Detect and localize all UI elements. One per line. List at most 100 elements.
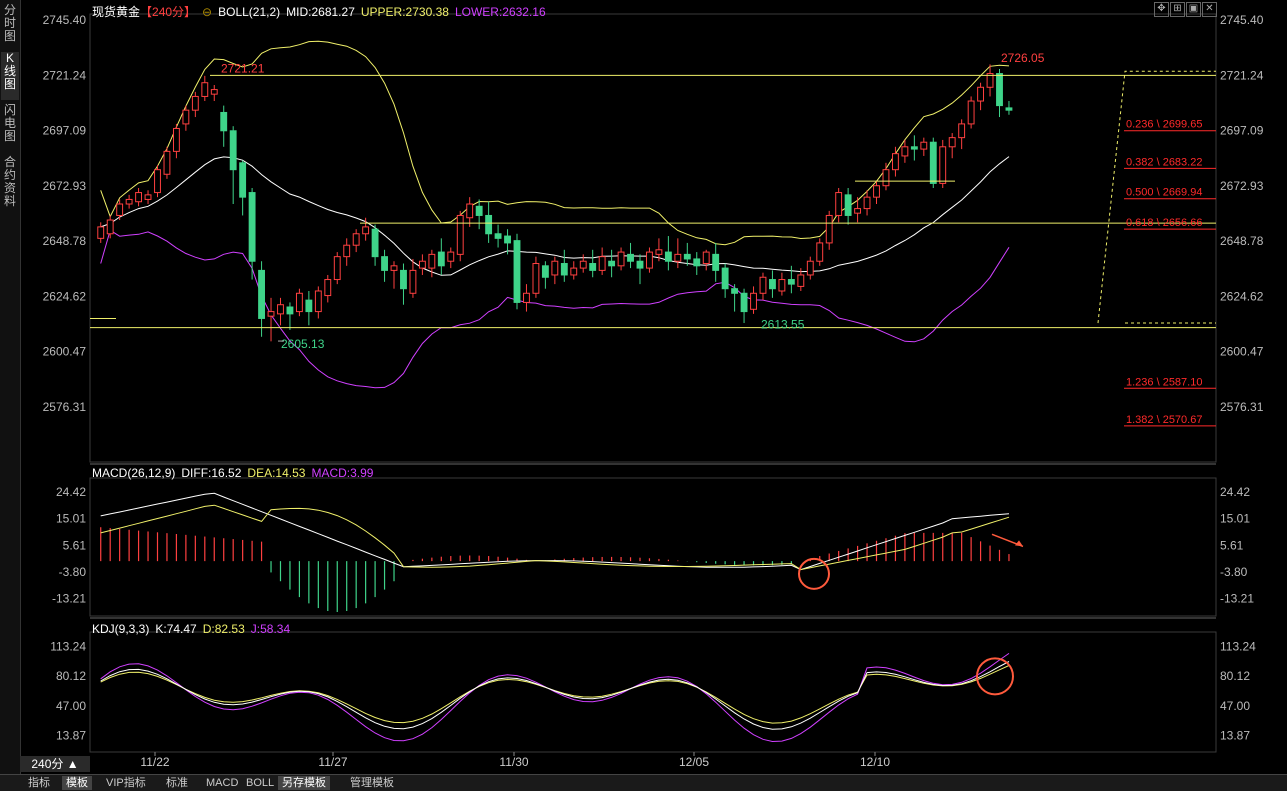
candle-down	[248, 192, 256, 262]
candle-up	[570, 267, 578, 276]
candle-up	[882, 169, 890, 187]
candle-up	[948, 137, 956, 148]
chart-area[interactable]: 2745.40 2745.40 2721.24 2721.24 2697.09 2697.…	[20, 0, 1287, 774]
date-label: 12/10	[860, 755, 890, 769]
candle-up	[891, 153, 899, 171]
kdj-tick-label-right: 13.87	[1220, 729, 1250, 743]
candle-down	[721, 267, 729, 290]
candle-up	[816, 242, 824, 262]
candle-up	[825, 214, 833, 244]
macd-diff: DIFF:16.52	[181, 466, 242, 480]
candle-up	[182, 109, 190, 125]
period-selector[interactable]: 240分 ▲	[20, 756, 90, 772]
kdj-k: K:74.47	[155, 622, 197, 636]
price-tick-label: 2624.62	[43, 289, 87, 303]
bottom-tab-boll[interactable]: BOLL	[246, 777, 275, 789]
macd-tick-label: 5.61	[63, 538, 87, 552]
candle-up	[418, 260, 426, 269]
bottom-tab-save-template[interactable]: 另存模板	[278, 776, 330, 790]
candle-up	[172, 127, 180, 152]
kdj-k-line	[100, 661, 1010, 730]
bottom-tab-vip[interactable]: VIP指标	[106, 777, 146, 789]
candle-down	[664, 251, 672, 262]
trend-arrow-head	[1015, 540, 1023, 547]
candle-down	[560, 263, 568, 276]
candle-down	[589, 263, 597, 271]
date-label: 11/22	[140, 755, 169, 769]
candle-down	[475, 205, 483, 216]
candle-up	[447, 251, 455, 262]
close-icon[interactable]: ✕	[1202, 2, 1217, 17]
candle-up	[324, 279, 332, 297]
bottom-tab-template[interactable]: 模板	[62, 776, 92, 790]
candle-up	[343, 244, 351, 258]
candle-down	[258, 269, 265, 319]
macd-tick-label: 24.42	[56, 485, 86, 499]
candle-down	[494, 233, 502, 239]
price-tick-label-right: 2624.62	[1220, 289, 1264, 303]
candle-down	[844, 194, 852, 216]
price-chart-svg[interactable]: 2745.40 2745.40 2721.24 2721.24 2697.09 2697.…	[20, 0, 1287, 774]
bottom-tab-macd[interactable]: MACD	[206, 777, 239, 789]
bottom-tab-indicator[interactable]: 指标	[28, 777, 50, 789]
kdj-name: KDJ(9,3,3)	[92, 622, 150, 636]
candle-up	[986, 73, 994, 88]
candle-up	[759, 276, 767, 294]
price-tick-label-right: 2745.40	[1220, 13, 1264, 27]
candle-down	[910, 146, 918, 150]
candle-down	[541, 265, 549, 278]
indicator-name: BOLL(21,2)	[218, 5, 281, 19]
candle-down	[400, 269, 407, 290]
restore-icon[interactable]: ▣	[1186, 2, 1201, 17]
grid-icon[interactable]: ⊞	[1170, 2, 1185, 17]
candle-down	[239, 162, 247, 198]
bottom-tab-standard[interactable]: 标准	[166, 777, 188, 789]
high-marker-2726: 2726.05	[1001, 51, 1045, 65]
candle-up	[797, 274, 805, 287]
kdj-d-line	[100, 665, 1010, 724]
candle-up	[428, 253, 436, 269]
price-tick-label-right: 2697.09	[1220, 124, 1264, 138]
candle-up	[456, 214, 464, 255]
candle-down	[731, 288, 739, 294]
macd-tick-label-right: 5.61	[1220, 538, 1244, 552]
candle-down	[996, 73, 1003, 107]
candle-up	[409, 269, 417, 294]
candle-up	[958, 123, 966, 139]
macd-tick-label-right: -3.80	[1220, 565, 1248, 579]
candle-up	[854, 208, 862, 214]
kdj-tick-label: 80.12	[56, 669, 86, 683]
candle-up	[125, 198, 133, 205]
tab-timeshare[interactable]: 分时图	[3, 3, 16, 43]
candle-up	[939, 146, 947, 184]
candle-up	[655, 249, 663, 255]
boll-mid-value: MID:2681.27	[286, 5, 355, 19]
bottom-toolbar: 指标 模板 VIP指标 标准 MACD BOLL 另存模板 管理模板	[0, 774, 1287, 791]
settings-icon[interactable]: ⊖	[202, 5, 213, 19]
candle-up	[977, 86, 985, 102]
kdj-tick-label-right: 47.00	[1220, 699, 1250, 713]
candle-up	[646, 251, 653, 269]
price-tick-label: 2576.31	[43, 400, 87, 414]
date-label: 12/05	[679, 755, 709, 769]
tab-kline[interactable]: K线图	[1, 52, 19, 100]
price-tick-label: 2672.93	[43, 179, 87, 193]
boll-lower-value: LOWER:2632.16	[454, 5, 546, 19]
tab-contract-info[interactable]: 合约资料	[3, 155, 16, 208]
fib-level-label: 1.382 \ 2570.67	[1126, 414, 1202, 426]
candle-down	[693, 258, 701, 267]
kdj-j: J:58.34	[250, 622, 291, 636]
candle-up	[523, 292, 530, 303]
price-tick-label-right: 2648.78	[1220, 234, 1264, 248]
kdj-tick-label-right: 80.12	[1220, 669, 1250, 683]
candle-up	[532, 263, 540, 294]
date-label: 11/27	[318, 755, 347, 769]
candle-down	[787, 279, 795, 285]
candle-up	[598, 256, 606, 271]
tab-lightning[interactable]: 闪电图	[3, 103, 16, 143]
candle-down	[929, 141, 937, 184]
bottom-tab-manage-template[interactable]: 管理模板	[350, 777, 394, 789]
fullscreen-icon[interactable]: ✥	[1154, 2, 1169, 17]
candle-up	[154, 169, 161, 194]
